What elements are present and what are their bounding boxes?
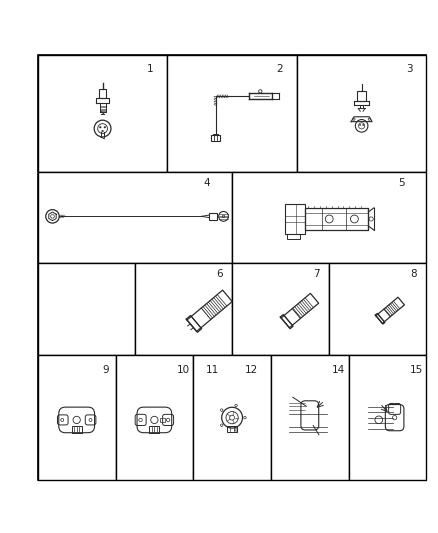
Text: 10: 10 [177,365,190,375]
Bar [232,172,426,263]
Bar [135,263,232,355]
Text: 5: 5 [398,178,404,188]
Text: 12: 12 [245,365,258,375]
Bar [149,426,159,433]
Circle shape [363,124,364,125]
Text: 3: 3 [406,64,413,74]
Text: 8: 8 [410,269,417,279]
Bar [160,418,165,422]
Bar [329,263,426,355]
Bar [167,55,297,172]
Bar [38,263,135,355]
Text: 14: 14 [332,365,345,375]
Bar [305,208,368,230]
Text: 15: 15 [410,365,423,375]
Bar [38,355,116,480]
Text: 11: 11 [206,365,219,375]
Circle shape [99,126,101,128]
Text: 7: 7 [313,269,320,279]
Bar [357,91,366,101]
Circle shape [104,126,106,128]
Bar [227,425,237,432]
Text: 6: 6 [216,269,223,279]
Bar [193,355,271,480]
Text: 9: 9 [102,365,109,375]
Bar [38,55,426,480]
Text: 2: 2 [277,64,283,74]
Bar [285,204,305,235]
Bar [71,426,82,433]
Bar [287,233,300,239]
Bar [116,355,193,480]
Bar [297,55,426,172]
Bar [271,355,349,480]
Text: 4: 4 [204,178,210,188]
Bar [349,355,426,480]
Text: 1: 1 [147,64,154,74]
Circle shape [102,131,103,132]
Bar [209,213,217,220]
Bar [99,89,106,98]
Bar [38,172,232,263]
Bar [211,135,220,141]
Bar [232,263,329,355]
Bar [38,55,167,172]
